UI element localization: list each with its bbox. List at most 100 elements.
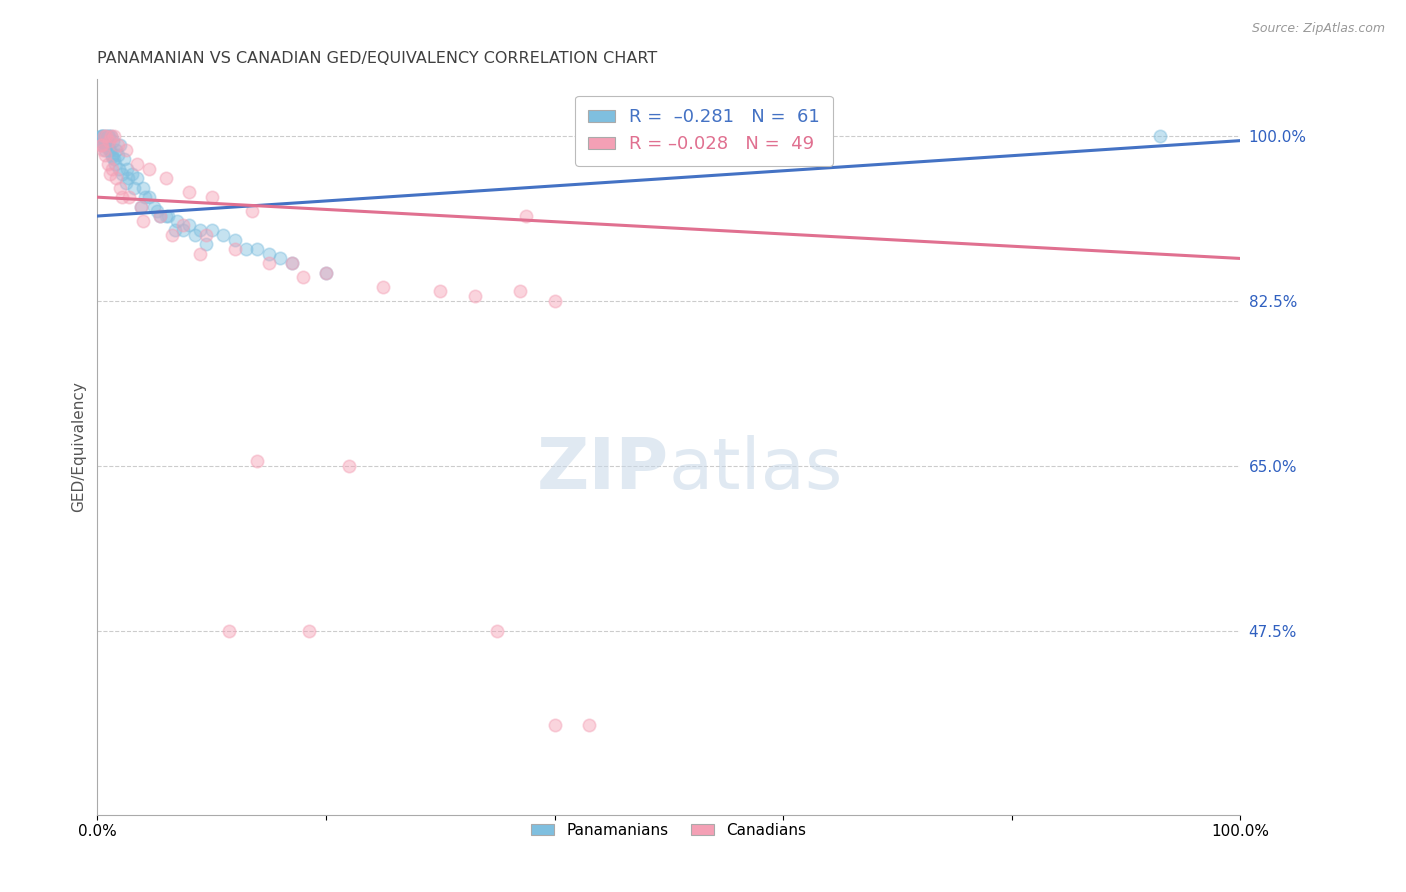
Point bbox=[177, 219, 200, 233]
Point bbox=[218, 624, 240, 638]
Point bbox=[98, 167, 121, 181]
Text: ZIP: ZIP bbox=[537, 434, 669, 504]
Point bbox=[112, 153, 135, 167]
Point bbox=[280, 256, 302, 270]
Point bbox=[194, 227, 217, 242]
Point bbox=[98, 143, 121, 157]
Point bbox=[91, 143, 114, 157]
Point bbox=[93, 128, 115, 143]
Point bbox=[298, 624, 321, 638]
Point bbox=[224, 233, 246, 247]
Point bbox=[97, 128, 120, 143]
Point bbox=[194, 237, 217, 252]
Point bbox=[111, 190, 134, 204]
Point bbox=[543, 718, 565, 732]
Point bbox=[149, 209, 172, 223]
Point bbox=[172, 219, 194, 233]
Point bbox=[129, 200, 152, 214]
Point bbox=[117, 171, 139, 186]
Point bbox=[107, 147, 129, 161]
Point bbox=[103, 134, 125, 148]
Point bbox=[91, 138, 114, 153]
Point bbox=[115, 161, 138, 176]
Point bbox=[146, 204, 169, 219]
Point bbox=[115, 176, 138, 190]
Point bbox=[240, 204, 263, 219]
Point bbox=[138, 161, 160, 176]
Point bbox=[100, 150, 122, 164]
Text: Source: ZipAtlas.com: Source: ZipAtlas.com bbox=[1251, 22, 1385, 36]
Point bbox=[315, 266, 337, 280]
Point bbox=[155, 209, 177, 223]
Point bbox=[337, 458, 360, 473]
Point bbox=[201, 223, 224, 237]
Point bbox=[212, 227, 235, 242]
Point bbox=[107, 138, 129, 153]
Point bbox=[235, 242, 257, 256]
Point bbox=[121, 167, 143, 181]
Point bbox=[96, 128, 118, 143]
Point bbox=[134, 190, 156, 204]
Point bbox=[91, 128, 114, 143]
Point bbox=[90, 128, 112, 143]
Point bbox=[97, 134, 120, 148]
Point bbox=[94, 134, 117, 148]
Point bbox=[103, 153, 125, 167]
Point bbox=[157, 209, 180, 223]
Point bbox=[129, 200, 152, 214]
Point bbox=[98, 143, 121, 157]
Point bbox=[201, 190, 224, 204]
Point bbox=[183, 227, 205, 242]
Point bbox=[127, 157, 149, 171]
Point bbox=[93, 130, 115, 145]
Point bbox=[108, 180, 131, 194]
Point bbox=[315, 266, 337, 280]
Point bbox=[101, 147, 124, 161]
Point bbox=[172, 223, 194, 237]
Point bbox=[108, 138, 131, 153]
Point bbox=[177, 186, 200, 200]
Point bbox=[118, 190, 141, 204]
Point bbox=[257, 256, 280, 270]
Point bbox=[1149, 128, 1171, 143]
Point bbox=[486, 624, 509, 638]
Point bbox=[94, 138, 117, 153]
Point bbox=[160, 227, 183, 242]
Point bbox=[464, 289, 486, 303]
Point bbox=[122, 180, 145, 194]
Point bbox=[246, 454, 269, 468]
Point bbox=[90, 138, 112, 153]
Point bbox=[97, 128, 120, 143]
Point bbox=[280, 256, 302, 270]
Point bbox=[166, 213, 188, 227]
Point bbox=[515, 209, 537, 223]
Point bbox=[104, 143, 127, 157]
Text: PANAMANIAN VS CANADIAN GED/EQUIVALENCY CORRELATION CHART: PANAMANIAN VS CANADIAN GED/EQUIVALENCY C… bbox=[97, 51, 658, 66]
Point bbox=[91, 134, 114, 148]
Point bbox=[104, 157, 127, 171]
Point bbox=[138, 190, 160, 204]
Point bbox=[96, 138, 118, 153]
Point bbox=[543, 293, 565, 308]
Point bbox=[90, 134, 112, 148]
Point bbox=[111, 167, 134, 181]
Text: atlas: atlas bbox=[669, 434, 844, 504]
Point bbox=[132, 213, 155, 227]
Point bbox=[165, 223, 187, 237]
Point bbox=[93, 128, 115, 143]
Point bbox=[429, 285, 451, 299]
Legend: Panamanians, Canadians: Panamanians, Canadians bbox=[524, 816, 813, 844]
Point bbox=[90, 128, 112, 143]
Point bbox=[103, 128, 125, 143]
Point bbox=[188, 246, 211, 260]
Point bbox=[155, 171, 177, 186]
Point bbox=[371, 279, 394, 293]
Point bbox=[94, 136, 117, 151]
Point bbox=[149, 209, 172, 223]
Point bbox=[224, 242, 246, 256]
Point bbox=[108, 161, 131, 176]
Point bbox=[143, 200, 166, 214]
Point bbox=[97, 157, 120, 171]
Point bbox=[104, 171, 127, 186]
Point bbox=[100, 128, 122, 143]
